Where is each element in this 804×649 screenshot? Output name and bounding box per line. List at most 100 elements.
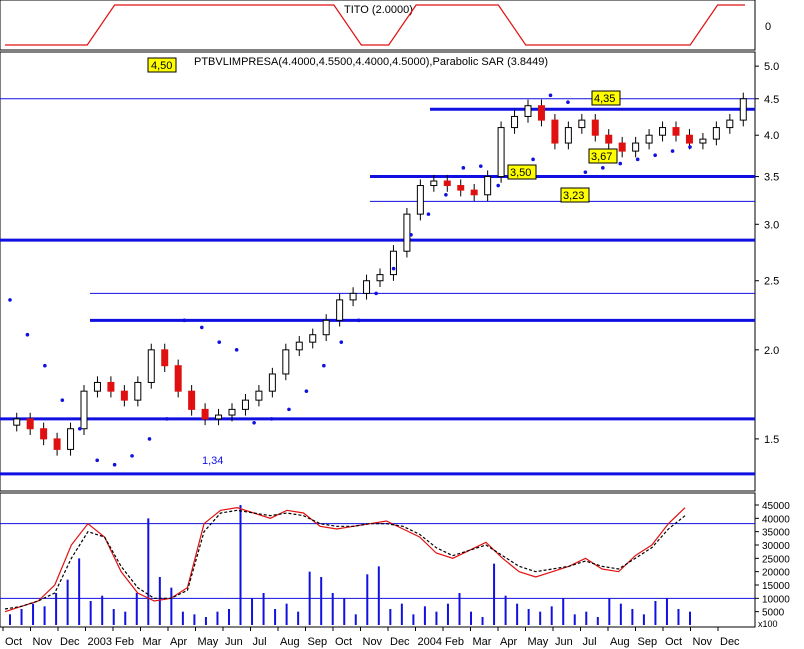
candle-body	[322, 319, 330, 336]
sar-dot	[252, 421, 256, 425]
x-tick-label: Dec	[60, 636, 80, 648]
x-tick-label: 2003	[88, 636, 112, 648]
candle-body	[685, 134, 693, 144]
x-tick-label: Aug	[610, 636, 630, 648]
candle-body	[174, 365, 182, 392]
x-tick-label: Jun	[555, 636, 573, 648]
sar-dot	[60, 398, 65, 402]
price-tick-label: 2.0	[764, 345, 779, 357]
level-annotation: 1,34	[202, 455, 223, 467]
sar-dot	[234, 348, 239, 352]
candle-body	[349, 292, 357, 301]
sar-dot	[426, 212, 431, 216]
candle-body	[40, 428, 48, 440]
candle-body	[107, 381, 115, 392]
candle-body	[578, 119, 586, 129]
candle-body	[134, 381, 142, 401]
candle-body	[564, 127, 572, 144]
candle-body	[470, 189, 478, 196]
sar-dot	[548, 93, 553, 98]
sar-dot	[182, 318, 187, 323]
sar-dot	[618, 161, 623, 166]
sar-dot	[25, 332, 30, 337]
candle-body	[13, 418, 21, 426]
price-panel	[0, 51, 756, 492]
candle-body	[268, 373, 276, 392]
candle-body	[255, 390, 263, 401]
candle-body	[443, 180, 451, 187]
candle-body	[201, 408, 209, 420]
x-tick-label: Sep	[308, 636, 328, 648]
candle-body	[403, 213, 411, 252]
candle-body	[228, 408, 236, 416]
candle-body	[632, 142, 640, 152]
x-tick-label: Apr	[500, 636, 517, 648]
sar-dot	[409, 232, 413, 237]
candle-body	[551, 119, 559, 144]
sar-dot	[199, 325, 204, 330]
candle-body	[147, 349, 155, 383]
candle-body	[376, 274, 384, 282]
level-annotation: 3,50	[510, 167, 531, 179]
x-tick-label: Oct	[665, 636, 682, 648]
level-annotation: 3,23	[563, 190, 584, 202]
candle-body	[672, 127, 680, 136]
sar-dot	[478, 164, 483, 168]
candle-body	[416, 185, 424, 215]
candle-body	[605, 134, 613, 144]
tito-line	[5, 4, 745, 46]
sar-dot	[635, 157, 640, 162]
candle-body	[497, 127, 505, 178]
sar-dot	[670, 149, 675, 153]
stochastic-k-line	[4, 507, 686, 613]
sar-dot	[496, 183, 501, 188]
sar-dot	[461, 166, 466, 170]
sar-dot	[391, 266, 396, 271]
sar-dot	[304, 389, 309, 393]
tito-panel	[0, 0, 756, 51]
candle-body	[389, 250, 397, 276]
vol-tick-label: 30000	[762, 541, 790, 552]
price-tick-label: 1.5	[764, 434, 779, 446]
sar-dot	[217, 340, 222, 344]
candle-body	[336, 299, 344, 321]
candle-body	[645, 134, 653, 144]
candle-body	[524, 105, 532, 117]
sar-dot	[531, 157, 535, 162]
x-tick-label: Jul	[583, 636, 597, 648]
x-tick-label: 2004	[418, 636, 442, 648]
sar-dot	[77, 426, 82, 431]
sar-dot	[8, 298, 12, 302]
x-tick-label: Oct	[335, 636, 352, 648]
candle-body	[215, 414, 223, 420]
x-tick-label: May	[198, 636, 219, 648]
candle-body	[295, 341, 303, 351]
candle-body	[188, 390, 196, 410]
candle-body	[712, 127, 720, 140]
candle-body	[484, 176, 492, 196]
vol-tick-label: 5000	[762, 608, 785, 619]
level-annotation-box	[507, 164, 537, 180]
candle-body	[161, 349, 169, 367]
x-tick-label: Apr	[170, 636, 187, 648]
level-annotation-box	[560, 187, 590, 203]
vol-tick-label: 20000	[762, 568, 790, 579]
candle-body	[80, 390, 88, 430]
candle-body	[120, 390, 128, 401]
x-tick-label: Feb	[445, 636, 464, 648]
sar-dot	[322, 363, 326, 368]
x-tick-label: Feb	[115, 636, 134, 648]
x-tick-label: Aug	[280, 636, 300, 648]
price-tick-label: 4.5	[764, 94, 779, 106]
level-annotation-box	[591, 90, 621, 106]
candle-body	[430, 180, 438, 187]
sar-dot	[130, 454, 134, 458]
x-tick-label: Nov	[33, 636, 53, 648]
sar-dot	[287, 407, 291, 412]
x-tick-label: Sep	[638, 636, 658, 648]
candle-body	[618, 142, 626, 152]
vol-tick-label: 40000	[762, 514, 790, 525]
x-tick-label: Dec	[390, 636, 410, 648]
volume-panel	[0, 492, 756, 628]
